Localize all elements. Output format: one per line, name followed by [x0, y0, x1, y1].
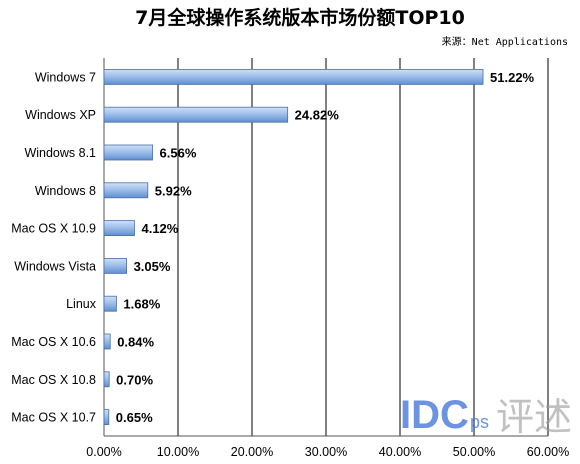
- x-tick-label: 30.00%: [305, 445, 347, 459]
- bar: [103, 295, 117, 312]
- bar: [103, 333, 111, 350]
- bar: [103, 409, 110, 426]
- data-label: 24.82%: [295, 108, 340, 123]
- x-tick-label: 40.00%: [379, 445, 421, 459]
- x-tick-label: 0.00%: [86, 445, 121, 459]
- category-label: Linux: [66, 297, 97, 311]
- data-label: 5.92%: [155, 183, 192, 198]
- chart-source: 来源：Net Applications: [442, 35, 568, 48]
- category-label: Windows 8: [35, 184, 96, 198]
- watermark-sub: ps: [470, 412, 489, 432]
- data-label: 0.84%: [117, 335, 154, 350]
- category-label: Windows Vista: [14, 259, 96, 273]
- bar: [103, 220, 135, 237]
- watermark-logo: IDC ps 评述: [400, 393, 572, 439]
- data-label: 3.05%: [134, 259, 171, 274]
- category-label: Windows 7: [35, 70, 96, 84]
- watermark-mark: 评述: [496, 397, 572, 439]
- watermark-text: IDC: [400, 393, 469, 437]
- data-label: 6.56%: [160, 146, 197, 161]
- category-label: Windows XP: [25, 108, 96, 122]
- x-tick-label: 10.00%: [157, 445, 199, 459]
- bar: [103, 69, 484, 85]
- data-label: 51.22%: [490, 70, 535, 85]
- x-tick-label: 20.00%: [231, 445, 273, 459]
- category-label: Mac OS X 10.6: [11, 335, 96, 349]
- data-label: 0.65%: [116, 410, 153, 425]
- bar: [103, 257, 127, 274]
- category-label: Mac OS X 10.8: [11, 373, 96, 387]
- x-tick-label: 50.00%: [453, 445, 495, 459]
- data-label: 0.70%: [116, 372, 153, 387]
- category-label: Windows 8.1: [24, 146, 96, 160]
- data-label: 4.12%: [141, 221, 178, 236]
- data-label: 1.68%: [123, 297, 160, 312]
- x-tick-label: 60.00%: [527, 445, 569, 459]
- bar: [103, 371, 110, 388]
- bar: [103, 106, 289, 123]
- x-axis-ticks: 0.00% 10.00% 20.00% 30.00% 40.00% 50.00% 60.00…: [86, 445, 569, 459]
- chart-title: 7月全球操作系统版本市场份额TOP10: [135, 6, 465, 29]
- bar: [103, 144, 153, 161]
- category-label: Mac OS X 10.9: [11, 222, 96, 236]
- bar: [103, 182, 149, 199]
- bars-group: Windows 7 51.22% Windows XP 24.82% Windows 8…: [11, 69, 535, 426]
- category-label: Mac OS X 10.7: [11, 411, 96, 425]
